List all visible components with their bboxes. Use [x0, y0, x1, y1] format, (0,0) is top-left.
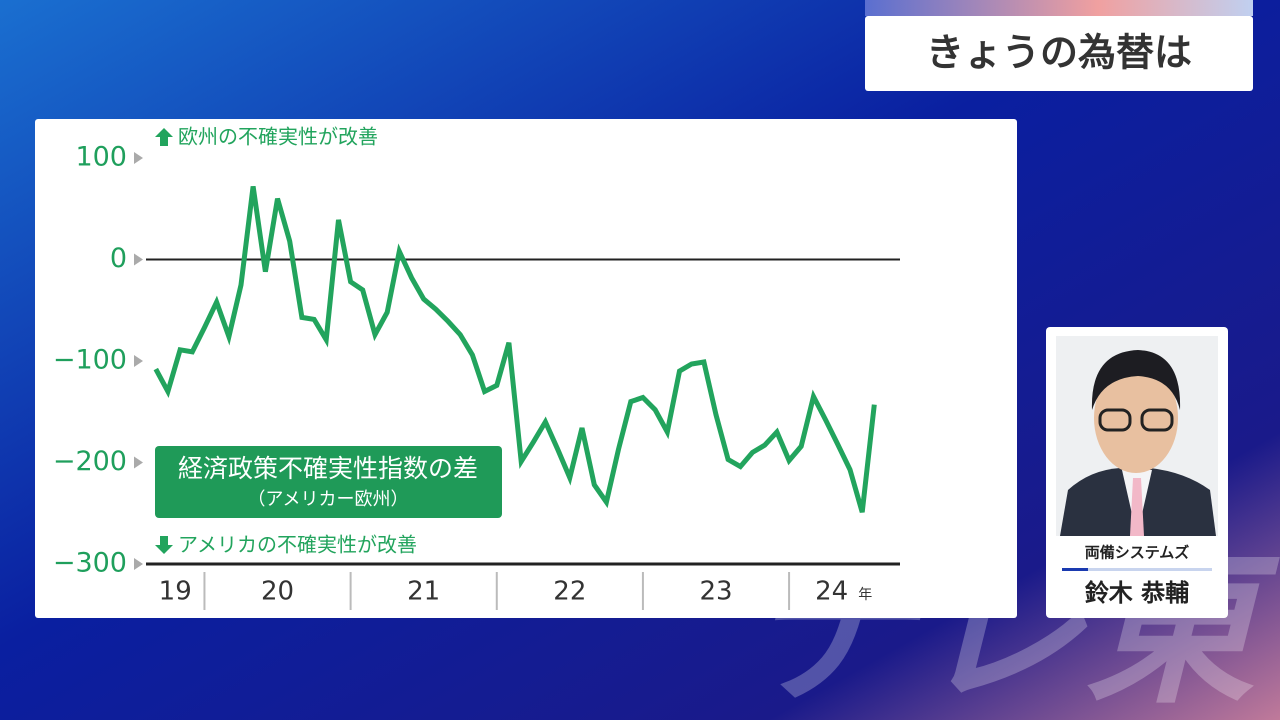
speaker-rule [1062, 568, 1212, 571]
photo-face [1094, 363, 1178, 473]
x-tick-label: 22 [553, 577, 586, 607]
header-strip [865, 0, 1253, 16]
photo-hair [1091, 350, 1181, 410]
y-tick-label: −100 [53, 345, 127, 376]
photo-tie [1130, 478, 1144, 536]
up-arrow [155, 128, 173, 146]
annotation: 欧州の不確実性が改善 [178, 125, 378, 149]
x-tick-label: 23 [699, 577, 732, 607]
y-tick-mark [134, 456, 143, 469]
y-tick-label: 0 [110, 243, 127, 274]
chart: 100 0 −100 −200 −300 19 20 21 22 23 24 年 欧州の不確実性が改善ア… [53, 125, 900, 610]
down-arrow [155, 536, 173, 554]
data-line [153, 186, 877, 513]
y-tick-label: −200 [53, 446, 127, 477]
header-box [865, 16, 1253, 91]
photo-glasses [1140, 408, 1174, 432]
legend-label: 経済政策不確実性指数の差 [178, 454, 478, 483]
y-tick-mark [134, 253, 143, 266]
speaker-rule-accent [1062, 568, 1088, 571]
y-tick-mark [134, 558, 143, 570]
x-tick-label: 21 [407, 577, 440, 607]
y-tick-label: 100 [75, 142, 127, 173]
header-title: きょうの為替は [926, 31, 1192, 75]
legend-box [155, 446, 502, 518]
x-unit: 年 [858, 587, 872, 603]
y-tick-mark [134, 355, 143, 367]
x-tick-label: 20 [261, 577, 294, 607]
speaker-company: 両備システムズ [1085, 544, 1190, 562]
x-tick-label: 24 [815, 577, 848, 607]
y-tick-mark [134, 152, 143, 164]
legend-note: （アメリカー欧州） [247, 489, 408, 510]
x-tick-label: 19 [159, 577, 192, 607]
annotation: アメリカの不確実性が改善 [178, 533, 417, 557]
photo-glasses [1098, 408, 1132, 432]
y-tick-label: −300 [53, 548, 127, 579]
speaker-name: 鈴木 恭輔 [1085, 579, 1189, 607]
speaker-photo [1056, 336, 1218, 536]
